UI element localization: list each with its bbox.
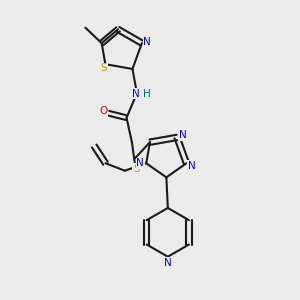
Text: O: O bbox=[100, 106, 108, 116]
Text: N: N bbox=[164, 258, 172, 268]
Text: N: N bbox=[133, 89, 140, 99]
Text: S: S bbox=[133, 164, 140, 173]
Text: N: N bbox=[178, 130, 186, 140]
Text: H: H bbox=[143, 89, 151, 99]
Text: N: N bbox=[188, 160, 196, 171]
Text: N: N bbox=[143, 37, 151, 46]
Text: S: S bbox=[100, 63, 107, 73]
Text: N: N bbox=[136, 158, 144, 168]
